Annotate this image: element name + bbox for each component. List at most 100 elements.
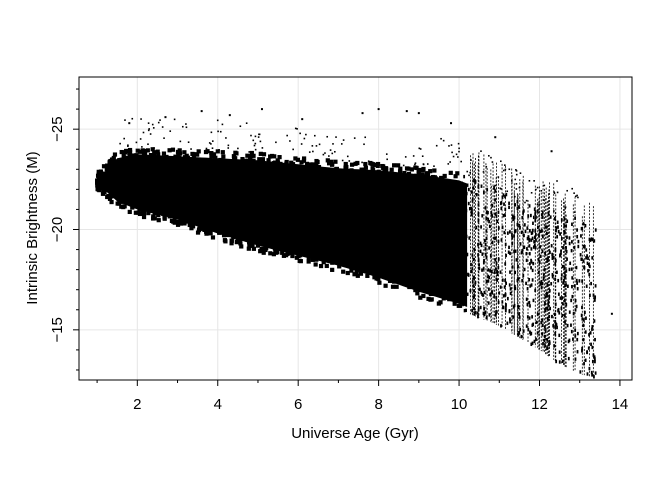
data-point <box>295 157 301 162</box>
data-point <box>398 166 403 171</box>
data-point <box>470 159 472 161</box>
data-point <box>594 359 596 364</box>
data-point <box>576 235 579 239</box>
data-point <box>211 140 214 142</box>
data-point <box>294 127 297 130</box>
data-point <box>496 269 499 274</box>
data-point <box>135 148 140 153</box>
data-point <box>275 141 277 144</box>
data-point <box>229 241 234 246</box>
data-point <box>374 276 379 281</box>
data-point <box>546 337 549 342</box>
data-point <box>530 231 533 236</box>
data-point <box>361 161 363 164</box>
data-point <box>221 154 226 159</box>
data-point <box>355 273 360 278</box>
data-point <box>555 226 558 230</box>
outlier-point <box>164 116 167 119</box>
data-point <box>187 141 190 144</box>
data-point <box>576 331 579 336</box>
data-point <box>177 151 183 156</box>
data-point <box>269 153 275 159</box>
data-point <box>504 262 507 266</box>
data-point <box>281 253 287 258</box>
data-point <box>529 262 531 266</box>
data-point <box>500 324 502 328</box>
data-point <box>313 134 316 137</box>
data-point <box>476 311 479 315</box>
data-point <box>587 256 589 260</box>
data-point <box>555 270 558 274</box>
data-point <box>531 315 534 319</box>
data-point <box>582 244 585 249</box>
data-point <box>142 149 148 154</box>
data-point <box>466 252 469 257</box>
data-point <box>561 313 564 318</box>
data-point <box>169 130 172 132</box>
data-point <box>547 300 550 304</box>
data-point <box>147 122 150 124</box>
data-point <box>206 231 211 236</box>
data-point <box>189 226 194 231</box>
data-point <box>277 155 282 160</box>
data-point <box>286 134 288 137</box>
data-point <box>593 239 596 243</box>
data-point <box>559 232 562 236</box>
data-point <box>567 356 570 361</box>
data-point <box>487 268 490 272</box>
data-point <box>534 245 537 250</box>
data-point <box>582 259 585 263</box>
data-point <box>110 157 115 163</box>
data-point <box>386 158 388 161</box>
outlier-point <box>200 110 203 113</box>
data-point <box>560 236 563 241</box>
data-point <box>509 291 512 296</box>
data-point <box>414 162 417 164</box>
data-point <box>489 253 492 258</box>
data-point <box>504 292 507 297</box>
data-point <box>324 263 329 269</box>
data-point <box>473 312 476 316</box>
data-point <box>470 269 473 274</box>
data-point <box>548 295 551 299</box>
data-point <box>483 290 486 295</box>
data-point <box>261 250 266 255</box>
data-point <box>520 251 523 255</box>
data-point <box>578 279 581 283</box>
data-point <box>455 171 460 176</box>
data-point <box>544 344 546 348</box>
data-point <box>234 240 239 245</box>
data-point <box>248 151 250 153</box>
data-point <box>185 123 187 125</box>
data-point <box>593 375 595 379</box>
data-point <box>369 161 374 166</box>
data-point <box>127 147 133 153</box>
data-point <box>421 293 426 299</box>
data-point <box>415 291 420 296</box>
data-point <box>506 321 509 325</box>
data-point <box>491 290 493 294</box>
data-point <box>587 346 590 350</box>
data-point <box>111 155 116 161</box>
data-point <box>487 279 490 283</box>
data-point <box>330 267 335 272</box>
data-point <box>181 125 184 128</box>
data-point <box>472 257 475 262</box>
data-point <box>542 199 545 201</box>
data-point <box>101 188 106 193</box>
data-point <box>568 338 571 342</box>
data-point <box>474 280 477 285</box>
data-point <box>367 160 370 162</box>
data-point <box>468 174 470 177</box>
data-point <box>127 150 133 155</box>
data-point <box>570 248 573 253</box>
data-point <box>161 151 167 156</box>
data-point <box>480 243 483 248</box>
data-point <box>515 169 517 171</box>
data-point <box>521 279 524 283</box>
data-point <box>535 238 537 242</box>
data-point <box>561 302 564 306</box>
data-point <box>392 163 397 168</box>
data-point <box>208 142 211 144</box>
data-point <box>137 149 143 154</box>
